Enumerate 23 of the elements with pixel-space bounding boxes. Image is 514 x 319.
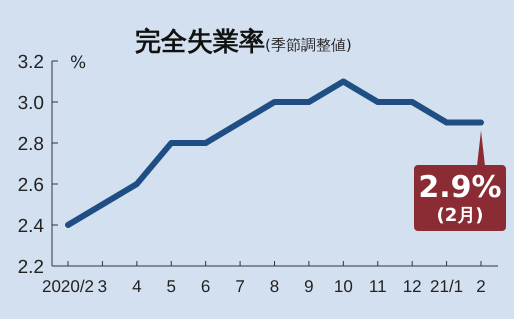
annotation: 2.9%(2月) [418,170,502,226]
y-tick-label: 2.4 [18,216,44,237]
x-tick-label: 2020/2 [42,277,94,296]
y-tick-label: 2.8 [18,134,44,155]
y-tick-label: 2.6 [18,175,44,196]
x-tick-label: 7 [235,277,245,296]
x-tick-label: 2 [476,277,486,296]
x-tick-label: 3 [98,277,108,296]
x-tick-label: 9 [304,277,314,296]
x-tick-label: 5 [166,277,176,296]
chart-subtitle: (季節調整値) [265,36,352,54]
x-tick-label: 8 [270,277,280,296]
x-tick-label: 4 [132,277,142,296]
x-tick-label: 11 [368,277,387,296]
x-tick-label: 21/1 [430,277,464,296]
x-tick-label: 12 [402,277,422,296]
y-tick-label: 3.2 [18,52,44,73]
x-tick-label: 10 [334,277,353,296]
y-tick-label: 3.0 [18,93,44,114]
y-axis-title: % [70,53,86,73]
chart-title: 完全失業率 [135,27,265,57]
y-tick-label: 2.2 [18,257,44,278]
x-tick-label: 6 [200,277,210,296]
